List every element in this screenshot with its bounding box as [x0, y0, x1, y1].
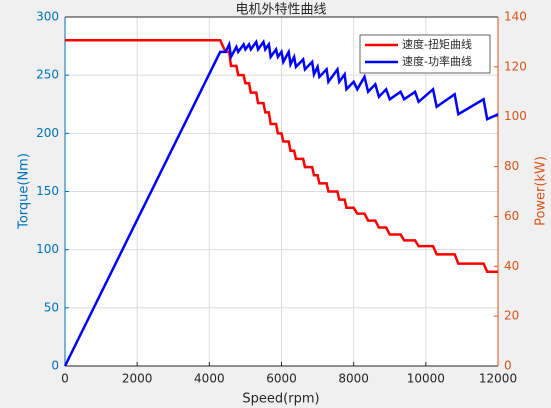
chart-title: 电机外特性曲线 — [235, 3, 326, 18]
y-axis-label: Torque(Nm) — [17, 153, 32, 230]
y-tick-label: 300 — [36, 10, 59, 24]
x-tick-label: 10000 — [407, 372, 445, 386]
x-tick-label: 6000 — [266, 372, 297, 386]
y2-tick-label: 40 — [504, 259, 519, 273]
y-tick-label: 100 — [36, 242, 59, 256]
x-tick-label: 4000 — [194, 372, 225, 386]
y2-tick-label: 80 — [504, 159, 519, 173]
legend-label: 速度-扭矩曲线 — [402, 37, 472, 51]
y2-tick-label: 100 — [504, 109, 527, 123]
x-tick-label: 0 — [61, 372, 69, 386]
legend-box — [359, 34, 491, 74]
x-tick-label: 12000 — [479, 372, 517, 386]
y-tick-label: 200 — [36, 126, 59, 140]
series-line — [65, 39, 498, 274]
y2-tick-label: 120 — [504, 59, 527, 73]
y-tick-label: 0 — [51, 359, 59, 373]
y2-axis-label: Power(kW) — [534, 156, 549, 226]
y2-tick-label: 0 — [504, 359, 512, 373]
x-tick-label: 8000 — [338, 372, 369, 386]
series-line — [63, 38, 499, 367]
y-tick-label: 50 — [44, 300, 59, 314]
y2-tick-label: 60 — [504, 209, 519, 223]
x-tick-label: 2000 — [122, 372, 153, 386]
legend-label: 速度-功率曲线 — [402, 54, 472, 68]
y2-tick-label: 140 — [504, 10, 527, 24]
y-tick-label: 150 — [36, 184, 59, 198]
y2-tick-label: 20 — [504, 309, 519, 323]
x-axis-label: Speed(rpm) — [242, 392, 319, 407]
y-tick-label: 250 — [36, 68, 59, 82]
